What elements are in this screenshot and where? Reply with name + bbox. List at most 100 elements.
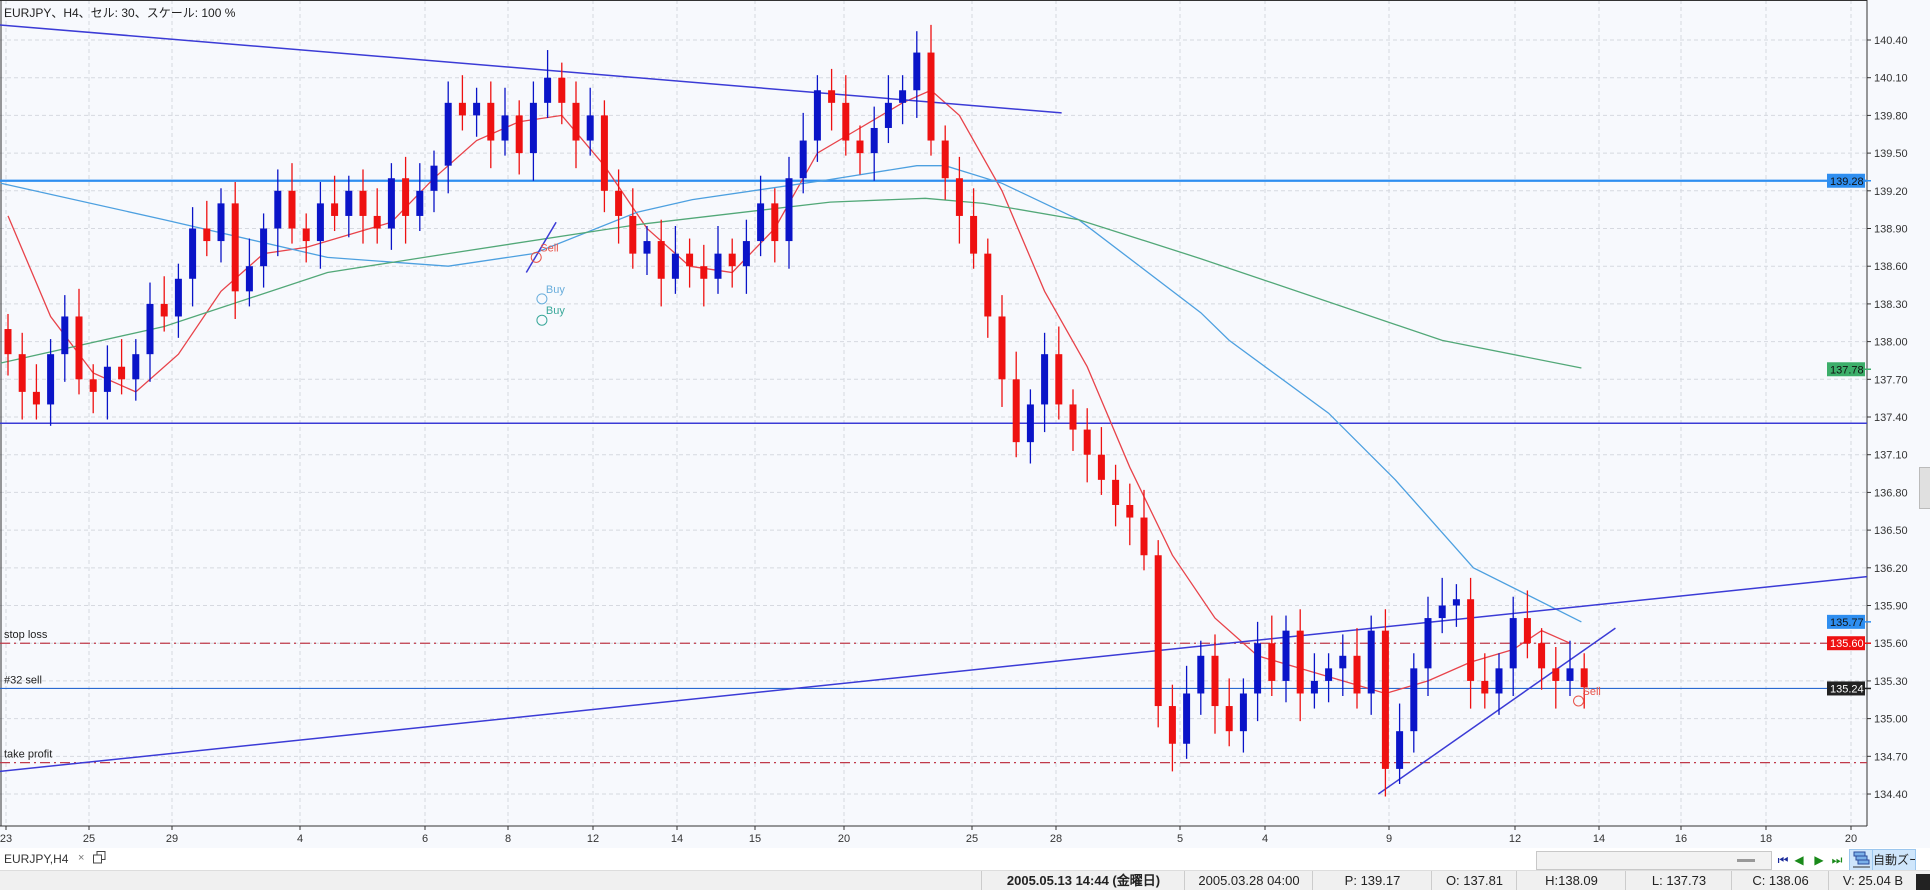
candle-body [1083,429,1091,455]
candle [345,175,353,238]
candle-body [1012,379,1020,443]
candle-body [1353,655,1361,694]
y-tick-label: 134.70 [1874,751,1908,763]
tab-eurjpy-h4[interactable]: EURJPY,H4 [4,852,69,866]
stacked-windows-icon [1853,851,1870,868]
candle-body [1282,630,1290,681]
y-tick-label: 140.40 [1874,35,1908,47]
order-line-label: take profit [4,749,52,761]
candle [671,225,679,294]
candle-body [1183,693,1191,744]
candle [700,244,708,307]
status-datetime: 2005.05.13 14:44 (金曜日) [981,871,1185,890]
candle-body [1296,630,1304,694]
candle [544,50,552,118]
candle-body [700,266,708,279]
vertical-scrollbar[interactable] [1915,0,1930,848]
candle-body [1396,731,1404,769]
candle [373,188,381,244]
x-tick-label: 4 [1262,833,1268,845]
detach-window-icon[interactable] [93,851,106,864]
candle-body [444,102,452,166]
candle-body [884,102,892,128]
vertical-scroll-thumb[interactable] [1919,467,1930,509]
horizontal-scrollbar[interactable] [1536,851,1772,870]
candle-body [955,178,963,216]
candle-body [600,115,608,191]
candle-body [828,90,836,103]
candle-body [132,354,140,380]
trade-marker-icon [536,314,548,326]
candle-body [1069,404,1077,430]
x-tick-label: 8 [505,833,511,845]
candle [1069,389,1077,451]
candle [927,24,935,156]
horizontal-scroll-thumb[interactable] [1737,859,1755,862]
candle [458,75,466,131]
candle [799,112,807,194]
candle [913,31,921,118]
candle-body [231,203,239,292]
candle [586,87,594,156]
trendline [0,24,1062,114]
candle [1211,634,1219,734]
candle [742,219,750,294]
candle [132,339,140,401]
x-tick-label: 5 [1177,833,1183,845]
candle-body [1481,680,1489,694]
trade-marker-icon [530,251,542,263]
y-tick-label: 139.50 [1874,148,1908,160]
y-tick-label: 135.90 [1874,601,1908,613]
candle-body [714,253,722,279]
x-tick-label: 20 [1845,833,1857,845]
candle [1580,653,1588,709]
price-chart[interactable]: 140.40 140.10 139.80 139.50 139.20 138.90 138.… [0,0,1915,848]
candle-body [245,266,253,292]
candle [884,75,892,144]
last-bar-button[interactable]: ⏭ [1831,853,1843,867]
status-volume: V: 25.04 B [1828,871,1917,890]
candle [47,339,55,426]
first-bar-button[interactable]: ⏮ [1777,853,1789,867]
tab-close-icon[interactable]: × [78,852,85,864]
candle [572,81,580,169]
y-tick-label: 139.20 [1874,186,1908,198]
y-tick-label: 135.60 [1874,638,1908,650]
candle [1183,665,1191,759]
trendline [525,221,557,273]
candle [842,75,850,156]
candle-body [1097,454,1105,480]
price-label: 135.24 [1830,683,1864,695]
candle-body [1580,668,1588,688]
y-tick-label: 138.30 [1874,299,1908,311]
candle [1282,615,1290,703]
next-bar-button[interactable]: ▶ [1814,853,1824,867]
candle [714,225,722,294]
candle-body [89,379,97,392]
candle [203,200,211,257]
status-bar: 2005.05.13 14:44 (金曜日) 2005.03.28 04:00 … [0,870,1930,890]
candle [1523,590,1531,659]
candle-body [501,115,509,141]
chart-area[interactable]: 140.40 140.10 139.80 139.50 139.20 138.90 138.… [0,0,1915,848]
auto-zoom-button[interactable]: 自動ズーム [1872,849,1916,871]
status-price: P: 139.17 [1312,871,1432,890]
prev-bar-button[interactable]: ◀ [1794,853,1804,867]
candle-body [47,354,55,405]
chart-header: EURJPY、H4、セル: 30、スケール: 100 % [4,6,236,20]
candle-body [671,253,679,279]
candle-body [473,102,481,116]
x-tick-label: 14 [671,833,683,845]
candle-body [1254,643,1262,694]
candle [89,364,97,414]
candle [1055,326,1063,420]
y-tick-label: 139.80 [1874,110,1908,122]
candle-body [1126,504,1134,518]
price-label: 139.28 [1830,176,1864,188]
candle [18,332,26,420]
chart-windows-button[interactable] [1849,849,1873,871]
candle [1083,408,1091,483]
candle [402,156,410,244]
candle [444,81,452,194]
candle [515,100,523,175]
